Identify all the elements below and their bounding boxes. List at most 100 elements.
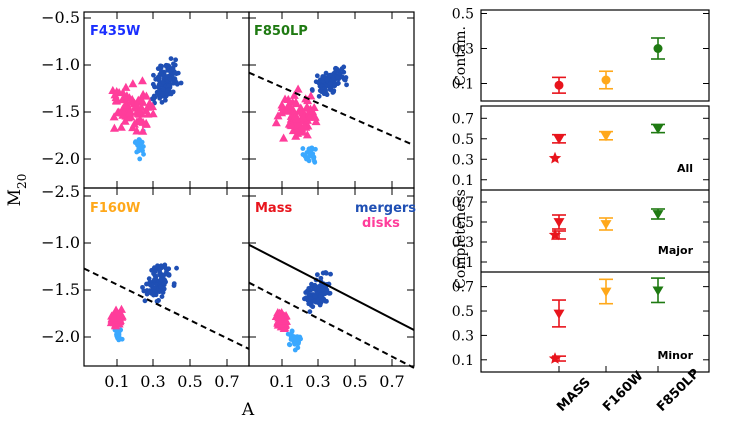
xtick-right-0: 0.1 [269, 372, 294, 391]
merger-point [151, 292, 156, 298]
merger-point [117, 336, 123, 342]
xtick-left-0: 0.1 [104, 372, 129, 391]
merger-point [141, 288, 147, 294]
xtick-left-3: 0.7 [214, 372, 239, 391]
disk-point [299, 121, 309, 130]
complete-ylabel-group: Completeness [453, 189, 469, 289]
complete-ytick-Major-3: 0.7 [452, 195, 474, 211]
separation-line-mass-solid [248, 243, 415, 331]
merger-point [162, 272, 168, 277]
separation-line-f850lp-dashed [248, 71, 415, 147]
disk-point [126, 97, 136, 106]
merger-point [154, 298, 160, 304]
merger-point [312, 294, 318, 299]
xcat-f850lp: F850LP [654, 366, 703, 415]
complete-ytick-All-2: 0.5 [452, 132, 474, 148]
disk-point [141, 91, 151, 100]
merger-point [175, 70, 181, 76]
disk-point [277, 100, 287, 109]
contam-ylabel-group: Contam. [453, 26, 469, 86]
merger-point [144, 291, 150, 297]
merger-point [323, 88, 328, 94]
merger-point [307, 148, 313, 153]
complete-ytick-Minor-0: 0.1 [452, 353, 474, 369]
complete-ytick-Major-0: 0.1 [452, 255, 474, 271]
merger-point [168, 56, 174, 62]
disk-point [283, 100, 293, 109]
merger-point [133, 139, 138, 145]
merger-point [152, 277, 157, 282]
disk-point [302, 130, 312, 139]
merger-point [337, 71, 343, 77]
complete-ytick-All-0: 0.1 [452, 173, 474, 189]
merger-point [160, 91, 166, 97]
merger-point [174, 265, 179, 271]
disk-point [109, 313, 119, 322]
points-mass [271, 270, 333, 353]
disk-point [306, 91, 316, 100]
y-axis-label-group: M20 [5, 174, 29, 207]
merger-point [162, 97, 168, 103]
complete-All-F160W-triangle-down [600, 131, 612, 142]
disk-point [118, 87, 128, 97]
contam-point-F850LP [653, 44, 663, 53]
contam-ytick-1: 0.3 [452, 42, 474, 58]
merger-point [136, 137, 142, 142]
disk-point [137, 76, 147, 85]
disk-point [273, 111, 283, 120]
merger-point [160, 290, 166, 295]
points-f435w [108, 56, 184, 162]
contam-point-MASS [554, 80, 564, 90]
rates-tick-labels: 0.1 0.3 0.5 0.1 0.3 0.5 0.7 0.1 0.3 0.5 0.7 0.1 0.3 0… [452, 7, 474, 369]
merger-point [313, 146, 318, 152]
merger-point [314, 272, 320, 278]
merger-point [140, 284, 145, 290]
merger-point [136, 148, 141, 154]
y-axis-label-main: M [5, 189, 25, 206]
merger-point [292, 341, 298, 347]
disk-point [131, 100, 141, 109]
merger-point [174, 81, 180, 87]
disk-point [302, 102, 312, 111]
complete-Minor-F850LP-triangle-down [652, 286, 664, 296]
merger-point [156, 75, 162, 81]
disk-point [109, 112, 119, 121]
complete-Major-F850LP-triangle-down [652, 210, 664, 220]
disk-point [295, 105, 305, 114]
merger-point [151, 265, 157, 271]
points-f160w [106, 262, 179, 343]
merger-point [314, 73, 320, 79]
xcat-mass-group: MASS [554, 375, 594, 415]
xcat-f160w: F160W [600, 369, 646, 415]
merger-point [333, 68, 339, 74]
complete-Minor-MASS-star [548, 352, 562, 364]
rates-tick-marks [481, 13, 709, 372]
legend-disks: disks [362, 216, 400, 231]
merger-point [168, 68, 174, 74]
complete-ytick-Minor-2: 0.5 [452, 304, 474, 320]
merger-point [147, 281, 152, 287]
merger-point [171, 61, 176, 67]
contam-ylabel: Contam. [453, 26, 469, 86]
merger-point [166, 272, 172, 278]
disk-point [283, 94, 293, 103]
ytick-bottom-2: −2.0 [41, 327, 80, 346]
merger-point [344, 82, 349, 88]
merger-point [116, 330, 122, 335]
merger-point [167, 76, 173, 82]
disk-point [291, 97, 301, 106]
disk-point [298, 113, 308, 122]
merger-point [309, 281, 314, 287]
disk-point [280, 106, 290, 115]
complete-Major-MASS-triangle-down [553, 218, 565, 228]
merger-point [312, 159, 318, 165]
disk-point [143, 109, 153, 118]
merger-point [151, 96, 157, 102]
merger-point [159, 63, 165, 69]
merger-point [323, 270, 329, 276]
disk-point [121, 82, 131, 91]
merger-point [335, 80, 341, 86]
merger-point [161, 281, 167, 287]
complete-Minor-MASS-triangle-down [553, 309, 565, 319]
subpanel-label-all: All [677, 162, 693, 175]
